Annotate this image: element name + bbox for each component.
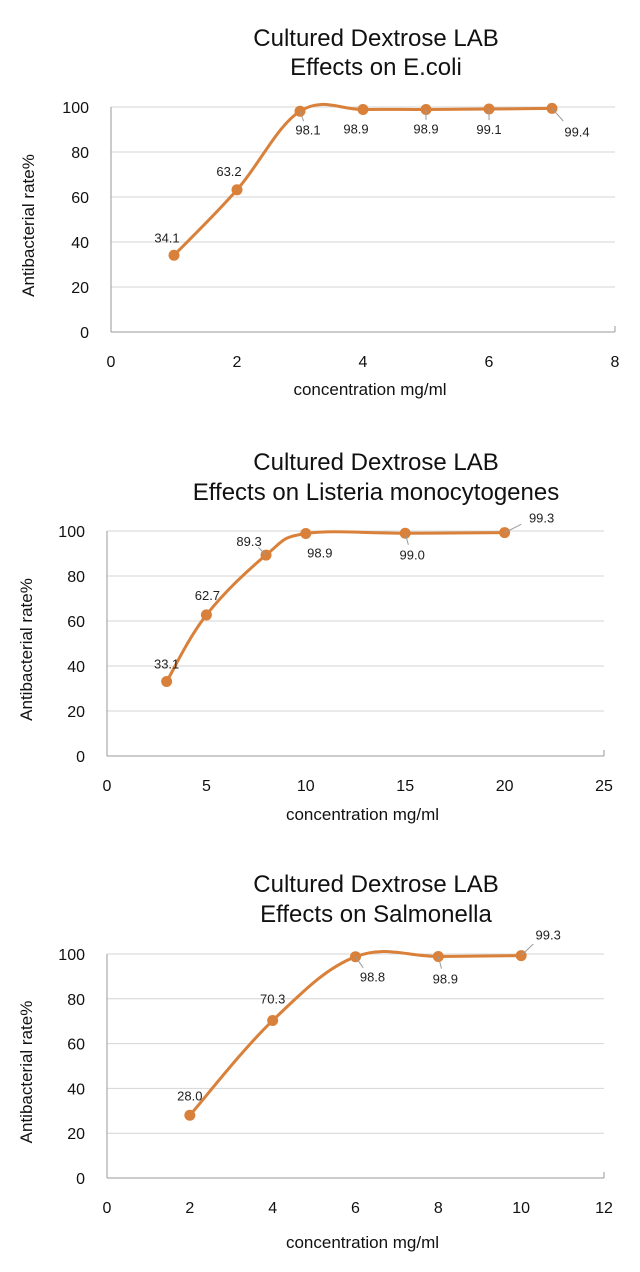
x-axis-title: concentration mg/ml [286, 1233, 439, 1252]
x-tick-label: 10 [512, 1200, 530, 1217]
y-tick-label: 0 [76, 1171, 85, 1188]
y-tick-label: 80 [67, 992, 85, 1009]
x-tick-label: 8 [434, 1200, 443, 1217]
x-tick-label: 0 [107, 354, 116, 371]
chart-title-line: Cultured Dextrose LAB [253, 871, 498, 898]
data-point [200, 609, 212, 621]
y-tick-label: 20 [67, 704, 85, 721]
data-label: 98.9 [307, 545, 332, 560]
data-label: 99.0 [400, 547, 425, 562]
data-label-leader [355, 956, 364, 968]
y-tick-label: 100 [62, 100, 89, 117]
data-point [184, 1109, 196, 1121]
data-label: 98.9 [413, 121, 438, 136]
y-tick-label: 0 [76, 749, 85, 766]
chart-listeria: Cultured Dextrose LAB Effects on Listeria… [17, 449, 613, 824]
chart-title-line: Cultured Dextrose LAB [253, 25, 498, 52]
data-point [499, 527, 511, 539]
data-label-leader [520, 943, 534, 956]
chart-title-line: Effects on Listeria monocytogenes [193, 479, 559, 506]
data-point [168, 249, 180, 261]
series-line [165, 530, 507, 684]
x-axis-title: concentration mg/ml [293, 380, 446, 399]
data-label: 98.8 [360, 970, 385, 985]
data-label: 33.1 [154, 657, 179, 672]
y-tick-label: 40 [71, 235, 89, 252]
y-axis-title: Antibacterial rate% [19, 154, 38, 297]
data-point [300, 527, 312, 539]
x-tick-label: 12 [595, 1200, 613, 1217]
chart-title-line: Effects on Salmonella [260, 901, 492, 928]
chart-title-line: Cultured Dextrose LAB [253, 449, 498, 476]
data-label-leader [258, 547, 267, 556]
y-tick-label: 0 [80, 325, 89, 342]
y-tick-label: 60 [67, 614, 85, 631]
y-tick-label: 80 [71, 145, 89, 162]
y-axis-title: Antibacterial rate% [17, 1001, 36, 1144]
chart-title-line: Effects on E.coli [290, 54, 462, 81]
data-label: 99.4 [564, 124, 589, 139]
data-label: 99.3 [529, 511, 554, 526]
chart-panel-salmonella: Cultured Dextrose LAB Effects on Salmonel… [0, 845, 640, 1272]
x-tick-label: 4 [268, 1200, 277, 1217]
chart-salmonella: Cultured Dextrose LAB Effects on Salmonel… [17, 871, 613, 1252]
y-tick-label: 100 [58, 947, 85, 964]
data-label-leader [504, 523, 522, 534]
x-tick-label: 0 [103, 778, 112, 795]
x-tick-label: 15 [396, 778, 414, 795]
data-point [231, 184, 243, 196]
data-label: 98.1 [295, 122, 320, 137]
data-label-leader [404, 533, 409, 545]
y-tick-label: 80 [67, 569, 85, 586]
data-point [432, 950, 444, 962]
y-tick-label: 100 [58, 524, 85, 541]
y-tick-label: 20 [71, 280, 89, 297]
x-tick-label: 2 [233, 354, 242, 371]
y-tick-label: 40 [67, 659, 85, 676]
data-point [350, 951, 361, 963]
x-axis-title: concentration mg/ml [286, 805, 439, 824]
y-tick-label: 40 [67, 1081, 85, 1098]
x-tick-label: 6 [351, 1200, 360, 1217]
x-tick-label: 0 [103, 1200, 112, 1217]
y-tick-label: 60 [71, 190, 89, 207]
data-point [161, 676, 173, 688]
data-label: 99.3 [536, 928, 561, 943]
data-label-leader [437, 956, 442, 969]
chart-panel-listeria: Cultured Dextrose LAB Effects on Listeria… [0, 420, 640, 845]
x-tick-label: 4 [359, 354, 368, 371]
data-label: 70.3 [260, 992, 285, 1007]
data-label: 98.9 [433, 971, 458, 986]
y-tick-label: 20 [67, 1126, 85, 1143]
chart-panel-ecoli: Cultured Dextrose LAB Effects on E.coli 0 2… [0, 0, 640, 420]
data-label: 63.2 [216, 164, 241, 179]
data-label: 99.1 [476, 122, 501, 137]
data-point [267, 1015, 279, 1027]
data-label: 98.9 [343, 121, 368, 136]
data-label-leader [299, 111, 305, 122]
x-tick-label: 2 [185, 1200, 194, 1217]
data-label-leader [551, 108, 564, 122]
x-tick-label: 6 [485, 354, 494, 371]
x-tick-label: 20 [496, 778, 514, 795]
data-point [357, 103, 369, 115]
y-tick-label: 60 [67, 1037, 85, 1054]
x-tick-label: 10 [297, 778, 315, 795]
data-label: 34.1 [154, 230, 179, 245]
x-tick-label: 5 [202, 778, 211, 795]
series-line [188, 950, 523, 1117]
data-label: 28.0 [177, 1088, 202, 1103]
data-label: 89.3 [236, 534, 261, 549]
x-tick-label: 25 [595, 778, 613, 795]
x-tick-label: 8 [611, 354, 620, 371]
data-label: 62.7 [195, 588, 220, 603]
y-axis-title: Antibacterial rate% [17, 578, 36, 721]
